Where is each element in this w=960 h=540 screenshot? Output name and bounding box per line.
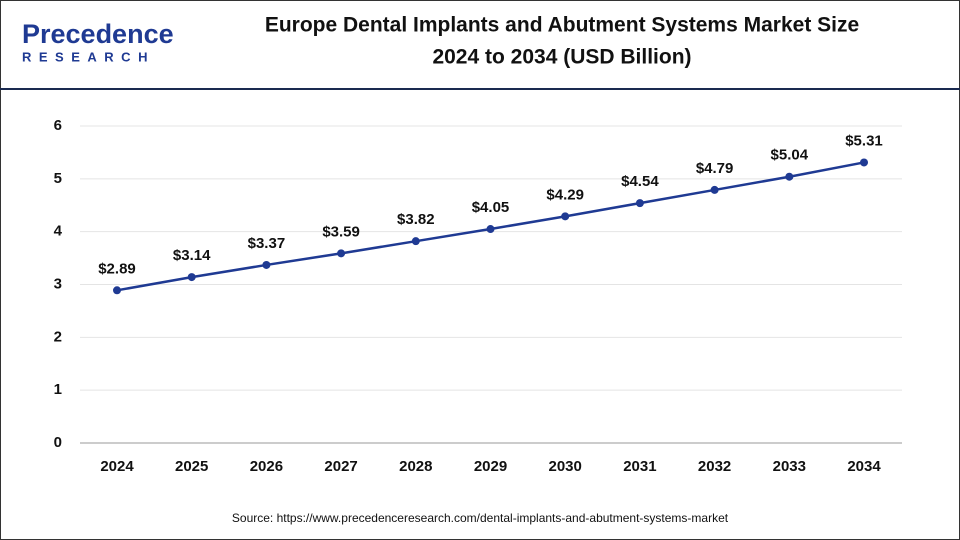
y-tick-label: 0 xyxy=(54,434,62,451)
point xyxy=(561,212,570,221)
y-tick-label: 1 xyxy=(54,381,62,398)
y-tick-label: 5 xyxy=(54,170,62,187)
x-tick-label: 2033 xyxy=(773,458,806,475)
point xyxy=(860,158,868,167)
point xyxy=(635,199,644,208)
value-label: $2.89 xyxy=(98,260,136,277)
chart-title: 2024 to 2034 (USD Billion) xyxy=(432,46,691,69)
x-tick-label: 2032 xyxy=(698,458,731,475)
point xyxy=(113,286,121,295)
x-tick-label: 2030 xyxy=(549,458,582,475)
point xyxy=(337,249,346,258)
value-label: $3.82 xyxy=(397,211,435,228)
point xyxy=(262,260,271,269)
x-tick-label: 2024 xyxy=(100,458,134,475)
point xyxy=(486,225,495,234)
value-label: $3.59 xyxy=(322,223,360,240)
point xyxy=(710,185,719,194)
value-label: $4.54 xyxy=(621,173,659,190)
x-tick-label: 2029 xyxy=(474,458,507,475)
x-tick-label: 2028 xyxy=(399,458,432,475)
x-tick-label: 2025 xyxy=(175,458,208,475)
x-tick-label: 2026 xyxy=(250,458,283,475)
value-label: $3.14 xyxy=(173,247,211,264)
y-tick-label: 6 xyxy=(54,117,62,134)
x-tick-label: 2034 xyxy=(847,458,881,475)
x-tick-label: 2031 xyxy=(623,458,656,475)
chart-title: Europe Dental Implants and Abutment Syst… xyxy=(265,14,859,37)
value-label: $4.79 xyxy=(696,160,734,177)
point xyxy=(411,237,420,246)
value-label: $5.31 xyxy=(845,132,883,149)
x-tick-label: 2027 xyxy=(324,458,357,475)
value-label: $4.29 xyxy=(546,186,584,203)
point xyxy=(785,172,794,181)
value-label: $5.04 xyxy=(771,147,809,164)
y-tick-label: 3 xyxy=(54,275,62,292)
logo-name: Precedence xyxy=(22,19,174,49)
y-tick-label: 2 xyxy=(54,328,62,345)
source-note: Source: https://www.precedenceresearch.c… xyxy=(232,511,729,525)
y-tick-label: 4 xyxy=(54,223,63,240)
point xyxy=(187,273,196,282)
value-label: $4.05 xyxy=(472,199,510,216)
logo-tagline: RESEARCH xyxy=(22,49,155,64)
value-label: $3.37 xyxy=(248,235,286,252)
